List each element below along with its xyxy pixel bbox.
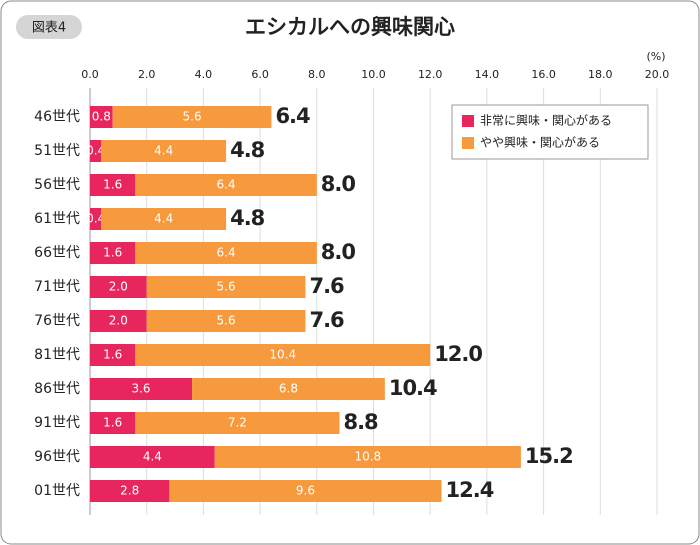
value-label: 5.6: [217, 280, 236, 294]
total-label: 12.0: [434, 342, 482, 366]
value-label: 1.6: [103, 178, 122, 192]
value-label: 1.6: [103, 348, 122, 362]
total-label: 4.8: [230, 206, 265, 230]
value-label: 7.2: [228, 416, 247, 430]
total-label: 8.0: [321, 172, 356, 196]
chart-title: エシカルへの興味関心: [245, 15, 455, 39]
bar-segment: [90, 140, 102, 162]
value-label: 6.8: [279, 382, 298, 396]
value-label: 4.4: [154, 212, 173, 226]
y-tick-label: 56世代: [34, 177, 80, 193]
value-label: 6.4: [217, 246, 236, 260]
total-label: 8.8: [343, 410, 378, 434]
bar-segment: [90, 242, 136, 264]
value-label: 1.6: [103, 416, 122, 430]
bar-segment: [90, 208, 102, 230]
legend-swatch: [462, 115, 474, 127]
bar-segment: [135, 174, 317, 196]
bar-segment: [146, 276, 306, 298]
bar-segment: [90, 480, 170, 502]
total-label: 8.0: [321, 240, 356, 264]
y-tick-label: 81世代: [34, 347, 80, 363]
bar-segment: [90, 106, 113, 128]
value-label: 5.6: [217, 314, 236, 328]
bar-segment: [101, 208, 227, 230]
total-label: 7.6: [309, 308, 344, 332]
bar-segment: [90, 412, 136, 434]
bar-segment: [146, 310, 306, 332]
bar-segment: [135, 242, 317, 264]
x-tick-label: 6.0: [251, 68, 269, 81]
total-label: 6.4: [275, 104, 310, 128]
x-tick-label: 12.0: [418, 68, 443, 81]
bar-segment: [90, 276, 147, 298]
total-label: 4.8: [230, 138, 265, 162]
x-tick-label: 14.0: [475, 68, 500, 81]
unit-label: (%): [646, 50, 665, 63]
x-tick-label: 4.0: [195, 68, 213, 81]
bar-segment: [135, 412, 340, 434]
value-label: 5.6: [183, 110, 202, 124]
value-label: 10.8: [354, 450, 381, 464]
total-label: 12.4: [446, 478, 494, 502]
bar-segment: [192, 378, 385, 400]
badge: 図表4: [32, 21, 66, 36]
bar-segment: [90, 174, 136, 196]
value-label: 0.4: [86, 144, 105, 158]
total-label: 15.2: [525, 444, 573, 468]
total-label: 7.6: [309, 274, 344, 298]
value-label: 1.6: [103, 246, 122, 260]
bar-segment: [90, 378, 193, 400]
value-label: 4.4: [143, 450, 162, 464]
y-tick-label: 61世代: [34, 211, 80, 227]
badge-bg: [16, 15, 82, 39]
value-label: 3.6: [131, 382, 150, 396]
bar-segment: [135, 344, 431, 366]
value-label: 0.8: [92, 110, 111, 124]
bar-segment: [90, 344, 136, 366]
x-tick-label: 0.0: [81, 68, 99, 81]
x-tick-label: 10.0: [361, 68, 386, 81]
total-label: 10.4: [389, 376, 437, 400]
y-tick-label: 86世代: [34, 381, 80, 397]
x-tick-label: 16.0: [531, 68, 556, 81]
value-label: 0.4: [86, 212, 105, 226]
bar-segment: [90, 446, 215, 468]
y-tick-label: 51世代: [34, 143, 80, 159]
legend-swatch: [462, 137, 474, 149]
bar-segment: [169, 480, 442, 502]
y-tick-label: 01世代: [34, 483, 80, 499]
value-label: 10.4: [269, 348, 296, 362]
y-tick-label: 96世代: [34, 449, 80, 465]
legend-label: やや興味・関心がある: [480, 135, 600, 150]
value-label: 6.4: [217, 178, 236, 192]
y-tick-label: 76世代: [34, 313, 80, 329]
x-tick-label: 8.0: [308, 68, 326, 81]
value-label: 2.0: [109, 280, 128, 294]
x-tick-label: 2.0: [138, 68, 156, 81]
bar-segment: [214, 446, 521, 468]
value-label: 2.0: [109, 314, 128, 328]
legend-box: [451, 104, 649, 160]
x-tick-label: 20.0: [645, 68, 670, 81]
y-tick-label: 46世代: [34, 109, 80, 125]
legend-label: 非常に興味・関心がある: [480, 113, 612, 128]
value-label: 9.6: [296, 484, 315, 498]
y-tick-label: 91世代: [34, 415, 80, 431]
y-tick-label: 66世代: [34, 245, 80, 261]
bar-segment: [112, 106, 272, 128]
x-tick-label: 18.0: [588, 68, 613, 81]
y-tick-label: 71世代: [34, 279, 80, 295]
bar-segment: [101, 140, 227, 162]
bar-segment: [90, 310, 147, 332]
value-label: 2.8: [120, 484, 139, 498]
value-label: 4.4: [154, 144, 173, 158]
